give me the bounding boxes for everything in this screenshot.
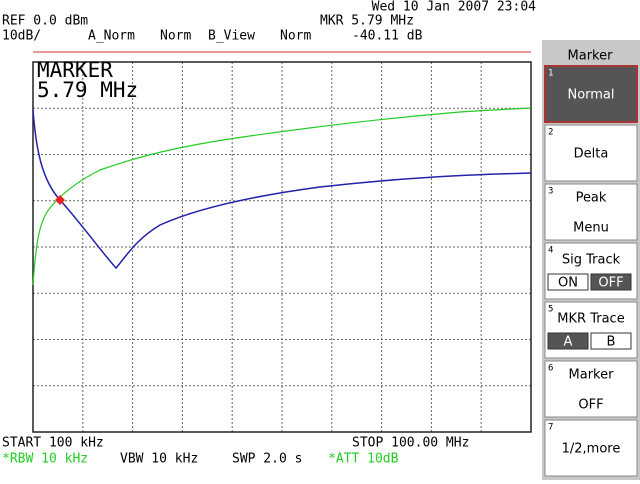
softkey-label: Menu — [573, 221, 609, 236]
softkey[interactable]: 6 Marker OFF — [544, 360, 638, 418]
graticule-border — [32, 61, 532, 433]
marker-title: MARKER — [37, 58, 113, 82]
softkey-number: 5 — [548, 305, 553, 315]
norm-b: Norm — [280, 29, 311, 44]
menu-title: Marker — [568, 49, 614, 64]
rbw: *RBW 10 kHz — [2, 452, 88, 467]
trace-a — [32, 107, 532, 286]
start-frequency: START 100 kHz — [2, 436, 104, 451]
softkey[interactable]: 1 Normal — [544, 65, 638, 123]
softkey-label: OFF — [578, 398, 603, 413]
sweep-time: SWP 2.0 s — [232, 452, 302, 467]
graticule — [33, 62, 531, 432]
scale: 10dB/ — [2, 29, 41, 44]
softkey-frame — [544, 65, 638, 123]
norm-a: Norm — [160, 29, 191, 44]
softkey-label: Marker — [569, 368, 615, 383]
option-label: B — [607, 335, 616, 350]
ref-level: REF 0.0 dBm — [2, 14, 88, 29]
softkey-label: Peak — [576, 191, 607, 206]
softkey-number: 2 — [548, 128, 553, 138]
softkey-frame — [544, 301, 638, 359]
softkey-frame — [544, 183, 638, 241]
trace-a: A_Norm — [88, 29, 135, 44]
softkey-label: 1/2,more — [562, 442, 621, 457]
softkey-number: 3 — [548, 187, 553, 197]
marker-point — [55, 195, 65, 205]
option-label: A — [564, 335, 573, 350]
softkey-label: Sig Track — [562, 253, 621, 268]
softkey[interactable]: 7 1/2,more — [544, 419, 638, 477]
stop-frequency: STOP 100.00 MHz — [352, 436, 469, 451]
softkey-label: Delta — [574, 147, 609, 162]
softkey-number: 7 — [548, 423, 553, 433]
softkey[interactable]: 2 Delta — [544, 124, 638, 182]
softkey-number: 1 — [548, 69, 553, 79]
softkey[interactable]: 3 Peak Menu — [544, 183, 638, 241]
marker-frequency: MKR 5.79 MHz — [320, 14, 414, 29]
option-label: ON — [558, 276, 578, 291]
menu-buttons: 1 Normal 2 Delta 3 Peak Menu 4 Sig Track ON OFF 5 MK… — [544, 65, 638, 477]
option-label: OFF — [598, 276, 623, 291]
date: Wed 10 Jan 2007 23:04 — [372, 0, 537, 15]
softkey-number: 4 — [548, 246, 553, 256]
softkey-frame — [544, 242, 638, 300]
softkey-label: Normal — [567, 88, 614, 103]
vbw: VBW 10 kHz — [120, 452, 198, 467]
option-box — [547, 273, 589, 291]
option-box — [590, 332, 632, 350]
marker-level: -40.11 dB — [352, 29, 423, 44]
softkey[interactable]: 4 Sig Track ON OFF — [544, 242, 638, 300]
softkey[interactable]: 5 MKR Trace A B — [544, 301, 638, 359]
marker-readout: 5.79 MHz — [37, 78, 138, 102]
option-box — [590, 273, 632, 291]
option-box — [547, 332, 589, 350]
softkey-frame — [544, 419, 638, 477]
softkey-number: 6 — [548, 364, 553, 374]
softkey-frame — [544, 360, 638, 418]
softkey-frame — [544, 124, 638, 182]
trace-b: B_View — [208, 29, 255, 44]
softkey-label: MKR Trace — [557, 312, 624, 327]
attenuation: *ATT 10dB — [328, 452, 399, 467]
